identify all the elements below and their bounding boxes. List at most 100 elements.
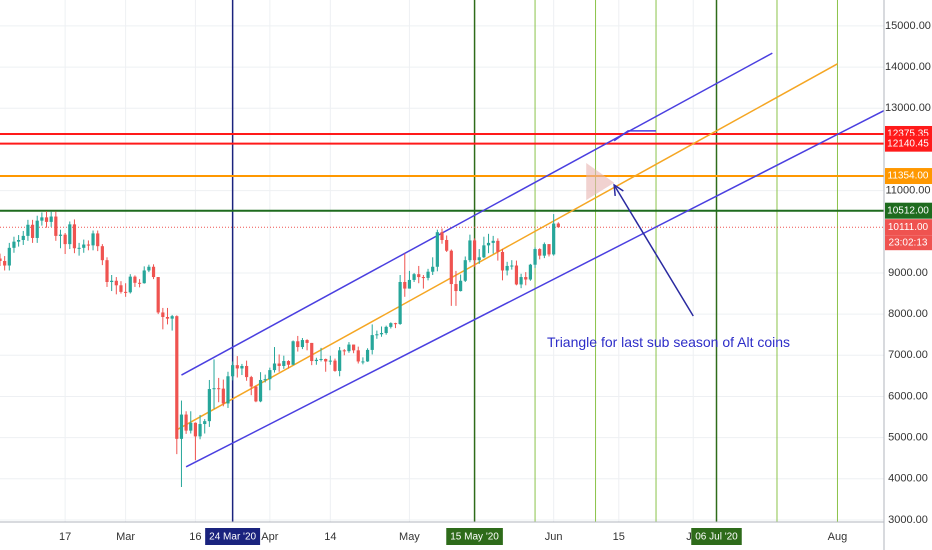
- candle-body: [347, 344, 351, 352]
- candle-body: [235, 365, 239, 369]
- candle-body: [407, 279, 412, 289]
- y-tick-label: 5000.00: [888, 432, 928, 444]
- candle-body: [156, 277, 160, 313]
- candle-body: [333, 360, 337, 371]
- trend-line: [181, 52, 773, 376]
- candle-body: [500, 251, 505, 271]
- countdown-bg: [885, 235, 932, 251]
- candle-body: [142, 270, 146, 284]
- candle-body: [370, 335, 374, 350]
- candle-body: [184, 414, 188, 431]
- y-tick-label: 15000.00: [885, 20, 931, 32]
- candle-body: [426, 271, 430, 278]
- price-label: 12140.45: [887, 138, 929, 149]
- candle-body: [421, 277, 425, 279]
- y-tick-label: 13000.00: [885, 102, 931, 114]
- trend-line: [613, 130, 657, 142]
- candle-body: [54, 216, 58, 236]
- candle-body: [417, 274, 421, 278]
- candle-body: [338, 350, 342, 371]
- candle-body: [240, 365, 244, 369]
- candle-body: [412, 274, 416, 280]
- candle-body: [105, 260, 109, 282]
- price-label-bg: [885, 219, 932, 236]
- candle-body: [538, 249, 542, 256]
- candle-body: [263, 379, 267, 381]
- marker-label-bg: [446, 528, 503, 545]
- candle-body: [296, 341, 300, 348]
- candle-body: [63, 234, 67, 245]
- candle-body: [119, 285, 123, 292]
- candle-body: [137, 282, 142, 284]
- x-tick-label: Aug: [828, 531, 848, 543]
- candle-body: [49, 216, 53, 222]
- candle-body: [459, 280, 463, 292]
- y-tick-label: 6000.00: [888, 390, 928, 402]
- candle-body: [449, 250, 453, 285]
- x-tick-label: 16: [189, 531, 201, 543]
- candle-body: [110, 280, 114, 282]
- candle-body: [114, 280, 118, 286]
- candle-body: [189, 422, 193, 431]
- candle-body: [170, 316, 174, 319]
- candle-body: [226, 376, 230, 404]
- candle-body: [128, 276, 132, 293]
- candle-body: [12, 241, 16, 248]
- candle-body: [272, 363, 277, 371]
- marker-label: 06 Jul '20: [695, 532, 738, 543]
- candle-body: [86, 244, 90, 246]
- trend-line: [176, 63, 838, 431]
- plot-area: [0, 0, 884, 522]
- candle-body: [547, 244, 551, 255]
- candle-body: [491, 240, 495, 243]
- candle-body: [379, 333, 384, 335]
- y-tick-label: 14000.00: [885, 61, 931, 73]
- candle-body: [314, 359, 318, 362]
- y-tick-label: 7000.00: [888, 349, 928, 361]
- candle-body: [35, 220, 39, 238]
- candle-body: [319, 358, 323, 360]
- y-tick-label: 11000.00: [885, 185, 930, 197]
- candle-body: [300, 340, 305, 348]
- candle-body: [282, 361, 286, 366]
- candle-body: [268, 370, 272, 380]
- candle-body: [431, 266, 435, 272]
- candle-body: [100, 246, 104, 261]
- candle-body: [375, 334, 379, 336]
- candle-body: [7, 247, 11, 266]
- candle-body: [342, 350, 346, 352]
- x-tick-label: 15: [613, 531, 625, 543]
- price-label: 11354.00: [888, 171, 929, 182]
- candle-body: [179, 414, 184, 439]
- candle-body: [21, 235, 25, 241]
- price-label: 10111.00: [888, 222, 929, 233]
- candle-body: [393, 323, 398, 325]
- candle-body: [291, 341, 295, 365]
- x-tick-label: May: [399, 531, 420, 543]
- candle-body: [26, 224, 30, 236]
- price-label-bg: [885, 135, 932, 152]
- y-tick-label: 9000.00: [888, 267, 928, 279]
- candle-body: [231, 365, 235, 377]
- candle-body: [528, 264, 532, 280]
- x-tick-label: 17: [59, 531, 71, 543]
- candle-body: [82, 244, 86, 248]
- y-tick-label: 3000.00: [888, 514, 928, 526]
- candle-body: [463, 260, 467, 281]
- candle-body: [384, 326, 388, 334]
- candle-body: [519, 277, 523, 285]
- candle-body: [124, 291, 128, 293]
- candle-body: [514, 265, 519, 285]
- candle-body: [356, 350, 360, 362]
- candle-body: [77, 247, 81, 249]
- arrow: [613, 184, 694, 317]
- candle-body: [286, 361, 291, 365]
- marker-label-bg: [205, 528, 261, 545]
- candle-body: [361, 361, 365, 363]
- candle-body: [496, 240, 500, 252]
- candle-body: [217, 388, 221, 390]
- candle-body: [472, 240, 477, 261]
- candle-body: [96, 233, 100, 247]
